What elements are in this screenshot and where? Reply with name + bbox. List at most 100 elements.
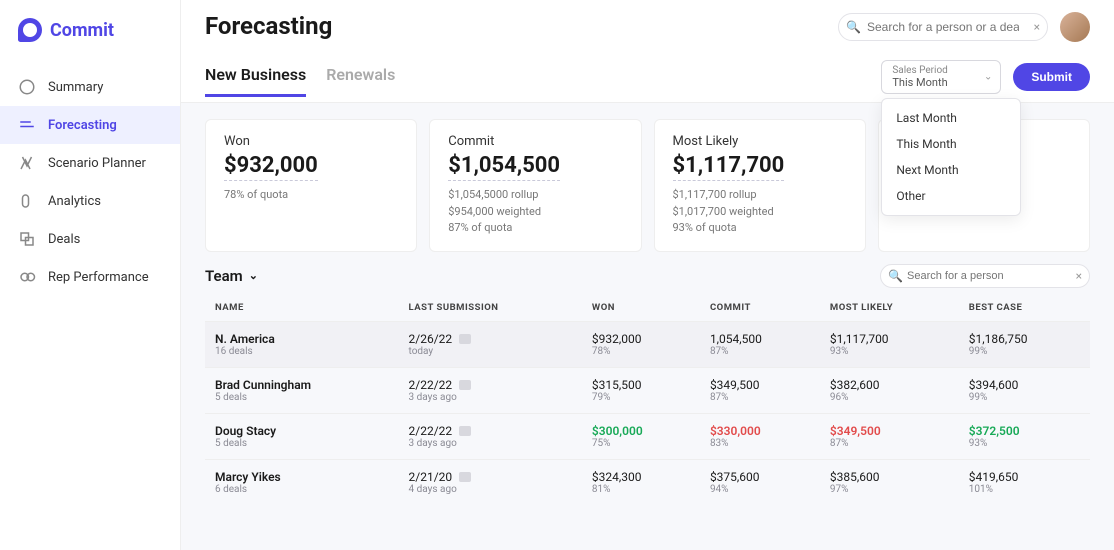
logo[interactable]: Commit [0, 14, 180, 58]
chevron-down-icon: ⌄ [249, 269, 258, 282]
last-submission-rel: today [409, 346, 572, 357]
last-submission: 2/22/22 [409, 378, 572, 392]
cell-value: $375,600 [710, 470, 810, 484]
cell-percent: 101% [969, 484, 1080, 495]
period-option[interactable]: This Month [882, 131, 1020, 157]
sidebar-item-analytics[interactable]: Analytics [0, 182, 180, 220]
cell-percent: 87% [830, 438, 949, 449]
tab-new-business[interactable]: New Business [205, 65, 306, 97]
clear-search-icon[interactable]: × [1034, 20, 1040, 34]
period-select[interactable]: Sales Period This Month ⌄ [881, 60, 1001, 94]
main: Forecasting 🔍 × New Business Renewals Sal… [180, 0, 1114, 550]
row-name: Brad Cunningham [215, 378, 389, 392]
comment-icon[interactable] [459, 472, 471, 482]
clear-search-icon[interactable]: × [1076, 269, 1082, 283]
metric-card: Most Likely$1,117,700$1,117,700 rollup$1… [654, 119, 866, 252]
cell-percent: 99% [969, 392, 1080, 403]
nav-label: Rep Performance [48, 270, 149, 285]
period-dropdown: Last MonthThis MonthNext MonthOther [881, 98, 1021, 216]
team-label-text: Team [205, 267, 243, 285]
sidebar-item-rep-performance[interactable]: Rep Performance [0, 258, 180, 296]
card-value: $932,000 [224, 153, 318, 181]
row-sub: 5 deals [215, 392, 389, 403]
cell-value: $324,300 [592, 470, 690, 484]
card-value: $1,054,500 [448, 153, 560, 181]
search-icon: 🔍 [846, 20, 861, 34]
period-value: This Month [892, 76, 990, 89]
last-submission: 2/21/20 [409, 470, 572, 484]
cell-value: $330,000 [710, 424, 810, 438]
team-selector[interactable]: Team ⌄ [205, 267, 258, 285]
card-title: Won [224, 134, 398, 149]
topbar: Forecasting 🔍 × [181, 0, 1114, 42]
table-row[interactable]: N. America16 deals2/26/22 today$932,0007… [205, 321, 1090, 367]
table-column-header: MOST LIKELY [820, 294, 959, 322]
table-row[interactable]: Doug Stacy5 deals2/22/22 3 days ago$300,… [205, 413, 1090, 459]
nav-label: Scenario Planner [48, 156, 146, 171]
period-option[interactable]: Other [882, 183, 1020, 209]
comment-icon[interactable] [459, 380, 471, 390]
tabs: New Business Renewals [205, 65, 395, 97]
metric-card: Won $932,000 78% of quota [205, 119, 417, 252]
table-row[interactable]: Marcy Yikes6 deals 2/21/20 4 days ago $324… [205, 459, 1090, 505]
cell-value: $419,650 [969, 470, 1080, 484]
cell-percent: 94% [710, 484, 810, 495]
last-submission-rel: 3 days ago [409, 392, 572, 403]
analytics-icon [18, 192, 36, 210]
team-search: 🔍 × [880, 264, 1090, 288]
sidebar-item-forecasting[interactable]: Forecasting [0, 106, 180, 144]
scenario-icon [18, 154, 36, 172]
sidebar-item-deals[interactable]: Deals [0, 220, 180, 258]
nav-list: Summary Forecasting Scenario Planner Analyt… [0, 68, 180, 296]
card-value: $1,117,700 [673, 153, 785, 181]
sidebar-item-summary[interactable]: Summary [0, 68, 180, 106]
row-sub: 6 deals [215, 484, 389, 495]
cell-percent: 99% [969, 346, 1080, 357]
team-table: NAMELAST SUBMISSIONWONCOMMITMOST LIKELYB… [205, 294, 1090, 505]
last-submission-rel: 4 days ago [409, 484, 572, 495]
card-title: Most Likely [673, 134, 847, 149]
search-input[interactable] [838, 13, 1048, 41]
table-row[interactable]: Brad Cunningham5 deals 2/22/22 3 days ago… [205, 367, 1090, 413]
period-option[interactable]: Last Month [882, 105, 1020, 131]
avatar[interactable] [1060, 12, 1090, 42]
cell-percent: 81% [592, 484, 690, 495]
logo-icon [18, 18, 42, 42]
team-header: Team ⌄ 🔍 × [181, 260, 1114, 294]
cell-value: $1,186,750 [969, 332, 1080, 346]
cell-percent: 93% [830, 346, 949, 357]
logo-text: Commit [50, 20, 114, 41]
cell-percent: 93% [969, 438, 1080, 449]
cell-percent: 97% [830, 484, 949, 495]
search-icon: 🔍 [888, 269, 903, 283]
table-column-header: LAST SUBMISSION [399, 294, 582, 322]
sidebar-item-scenario-planner[interactable]: Scenario Planner [0, 144, 180, 182]
forecast-icon [18, 116, 36, 134]
page-title: Forecasting [205, 12, 332, 40]
comment-icon[interactable] [459, 334, 471, 344]
cell-percent: 87% [710, 346, 810, 357]
nav-label: Summary [48, 80, 103, 95]
period-option[interactable]: Next Month [882, 157, 1020, 183]
cell-value: $1,117,700 [830, 332, 949, 346]
cell-value: $300,000 [592, 424, 690, 438]
card-title: Commit [448, 134, 622, 149]
nav-label: Deals [48, 232, 80, 247]
cell-percent: 87% [710, 392, 810, 403]
card-sub: 78% of quota [224, 187, 398, 204]
sidebar: Commit Summary Forecasting Scenario Planne… [0, 0, 180, 550]
table-column-header: BEST CASE [959, 294, 1090, 322]
team-search-input[interactable] [880, 264, 1090, 288]
cell-value: $372,500 [969, 424, 1080, 438]
comment-icon[interactable] [459, 426, 471, 436]
row-name: Marcy Yikes [215, 470, 389, 484]
submit-button[interactable]: Submit [1013, 63, 1090, 91]
cell-percent: 79% [592, 392, 690, 403]
tab-renewals[interactable]: Renewals [326, 65, 395, 97]
table-body: N. America16 deals2/26/22 today$932,0007… [205, 321, 1090, 505]
tab-right: Sales Period This Month ⌄ Submit Last Mo… [881, 60, 1090, 94]
table-column-header: WON [582, 294, 700, 322]
global-search: 🔍 × [838, 13, 1048, 41]
period-label: Sales Period [892, 65, 990, 76]
last-submission: 2/26/22 [409, 332, 572, 346]
